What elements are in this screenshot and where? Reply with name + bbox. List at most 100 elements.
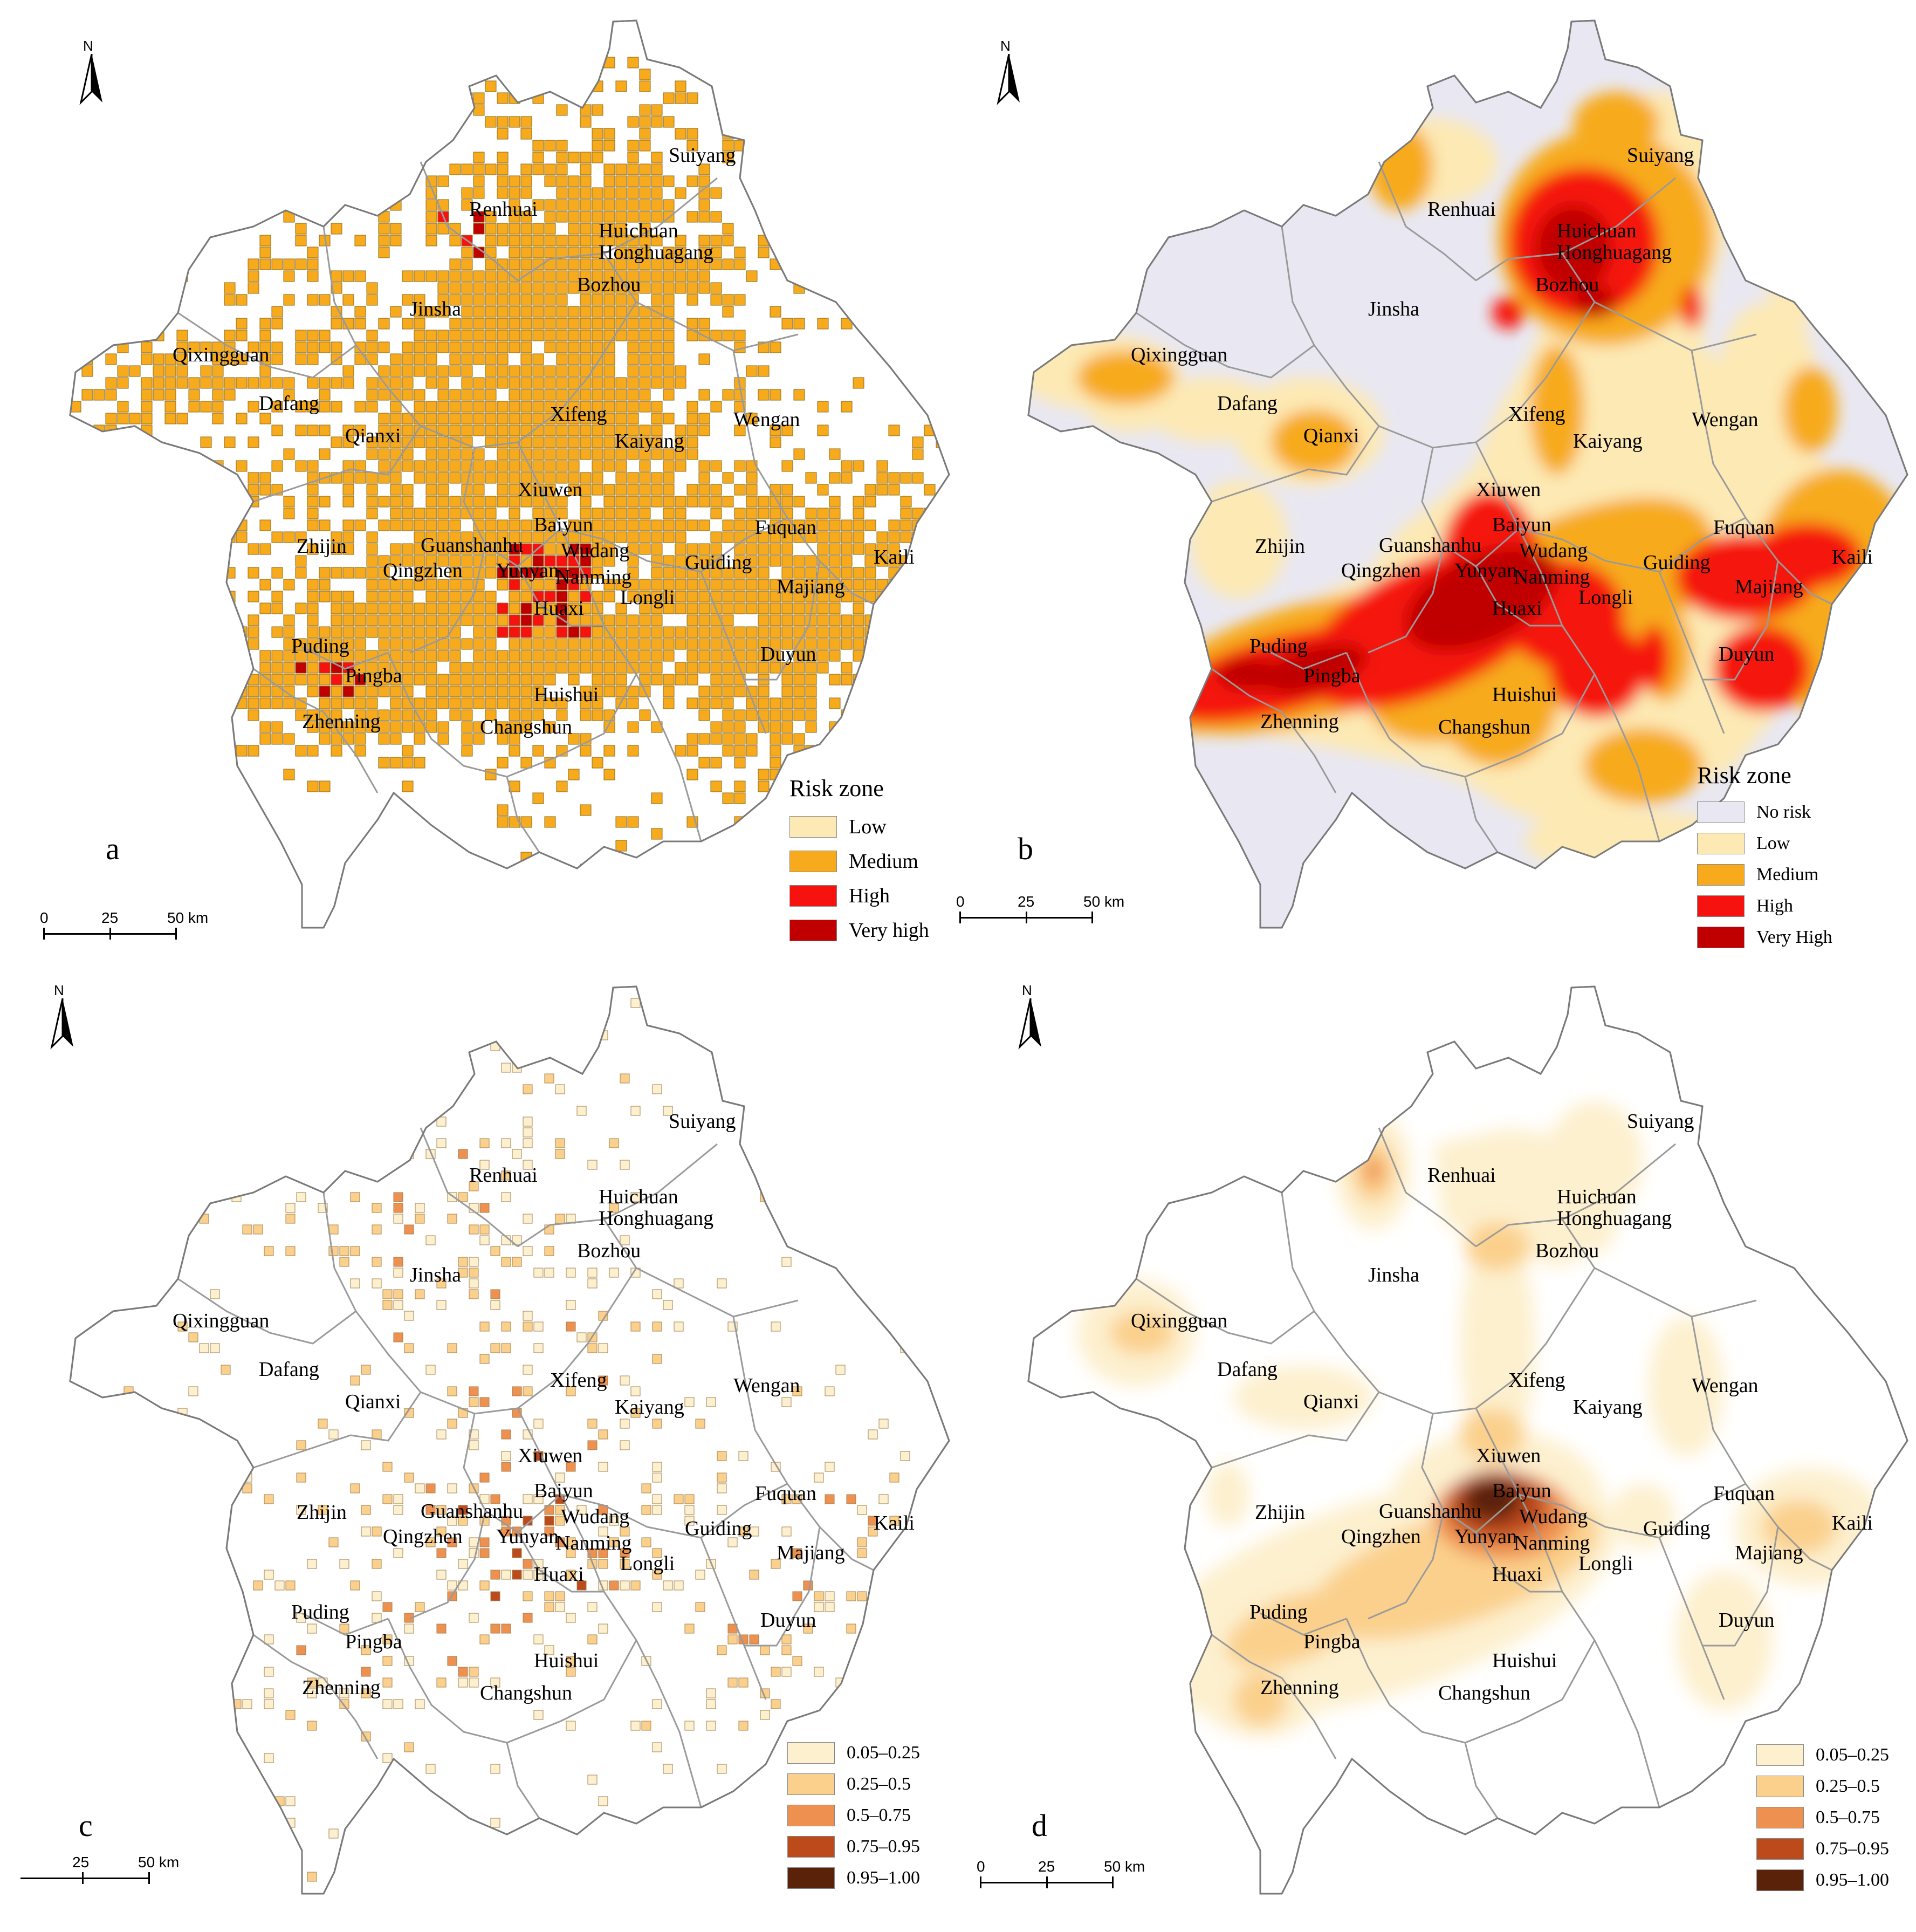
risk-cell xyxy=(603,223,615,235)
probability-cell xyxy=(307,1688,317,1698)
risk-cell xyxy=(663,579,675,591)
risk-cell xyxy=(568,662,580,674)
risk-cell xyxy=(319,638,331,650)
probability-cell xyxy=(598,1462,608,1472)
risk-cell xyxy=(675,365,686,377)
probability-cell xyxy=(717,1764,727,1774)
risk-cell xyxy=(271,650,283,662)
place-label: Huishui xyxy=(1492,1649,1557,1672)
risk-cell xyxy=(770,650,781,662)
risk-cell xyxy=(461,638,473,650)
risk-cell xyxy=(580,555,592,567)
risk-cell xyxy=(639,484,651,496)
risk-cell xyxy=(556,199,568,211)
probability-cell xyxy=(932,1170,943,1181)
risk-cell xyxy=(532,614,544,626)
risk-cell xyxy=(153,686,164,697)
risk-cell xyxy=(651,258,663,270)
risk-cell xyxy=(378,128,390,140)
risk-cell xyxy=(497,757,509,769)
risk-cell xyxy=(354,567,366,579)
risk-cell xyxy=(580,163,592,175)
risk-cell xyxy=(770,543,781,555)
risk-cell xyxy=(366,662,378,674)
risk-cell xyxy=(259,662,271,674)
probability-cell xyxy=(609,1138,619,1148)
probability-cell xyxy=(566,1721,576,1731)
legend-label: 0.05–0.25 xyxy=(1816,1745,1889,1765)
probability-cell xyxy=(296,1505,306,1515)
probability-cell xyxy=(339,1688,349,1698)
probability-cell xyxy=(566,1268,576,1278)
probability-cell xyxy=(490,1623,500,1634)
risk-cell xyxy=(580,448,592,460)
risk-cell xyxy=(556,294,568,306)
risk-cell xyxy=(532,258,544,270)
risk-cell xyxy=(722,709,734,721)
risk-cell xyxy=(651,591,663,602)
risk-cell xyxy=(805,567,817,579)
probability-cell xyxy=(738,1526,748,1537)
probability-cell xyxy=(566,1656,576,1666)
risk-cell xyxy=(461,567,473,579)
risk-cell xyxy=(473,330,485,341)
risk-cell xyxy=(153,365,164,377)
risk-cell xyxy=(153,472,164,484)
probability-cell xyxy=(620,1235,630,1245)
risk-cell xyxy=(473,57,485,68)
panel-a-risk-grid-map: Suiyang Renhuai Huichuan Honghuagang Bozhou J… xyxy=(0,0,958,966)
risk-cell xyxy=(461,270,473,282)
risk-cell xyxy=(734,294,746,306)
risk-cell xyxy=(627,163,639,175)
risk-cell xyxy=(734,709,746,721)
risk-cell xyxy=(853,543,864,555)
risk-cell xyxy=(888,638,900,650)
risk-cell xyxy=(603,282,615,294)
risk-cell xyxy=(698,460,710,472)
risk-cell xyxy=(93,519,105,531)
probability-cell xyxy=(781,1645,792,1655)
risk-cell xyxy=(651,377,663,389)
place-label: Kaiyang xyxy=(615,1396,684,1419)
risk-cell xyxy=(544,591,556,602)
risk-cell xyxy=(497,602,509,614)
risk-cell xyxy=(497,377,509,389)
risk-cell xyxy=(698,662,710,674)
risk-cell xyxy=(461,721,473,733)
risk-cell xyxy=(793,318,805,330)
risk-cell xyxy=(556,377,568,389)
place-label: Qianxi xyxy=(345,424,401,447)
probability-cell xyxy=(652,1494,662,1504)
risk-cell xyxy=(544,401,556,413)
risk-cell xyxy=(520,674,532,686)
risk-cell xyxy=(627,436,639,448)
probability-cell xyxy=(825,1030,835,1040)
risk-cell xyxy=(425,555,437,567)
risk-cell xyxy=(746,638,758,650)
risk-cell xyxy=(627,353,639,365)
risk-cell xyxy=(781,733,793,745)
risk-cell xyxy=(485,377,497,389)
probability-cell xyxy=(566,1613,576,1623)
risk-cell xyxy=(224,330,236,341)
risk-cell xyxy=(283,697,295,709)
risk-cell xyxy=(461,555,473,567)
risk-cell xyxy=(675,626,686,638)
risk-cell xyxy=(710,235,722,246)
probability-cell xyxy=(771,1667,781,1677)
probability-cell xyxy=(738,1721,748,1731)
risk-cell xyxy=(580,116,592,128)
legend-swatch xyxy=(787,1836,835,1858)
risk-cell xyxy=(188,662,200,674)
risk-cell xyxy=(710,187,722,199)
risk-cell xyxy=(390,721,402,733)
risk-cell xyxy=(224,602,236,614)
probability-cell xyxy=(80,1559,91,1569)
risk-cell xyxy=(295,674,307,686)
risk-cell xyxy=(319,68,331,80)
risk-cell xyxy=(366,721,378,733)
risk-cell xyxy=(509,341,520,353)
risk-cell xyxy=(841,579,853,591)
probability-cell xyxy=(889,1570,899,1580)
risk-cell xyxy=(509,496,520,508)
